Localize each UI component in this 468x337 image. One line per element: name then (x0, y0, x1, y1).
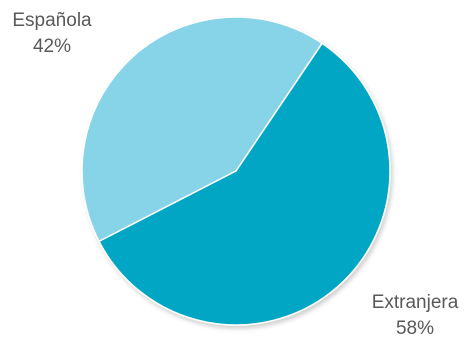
slice-espanola (81, 16, 324, 243)
label-espanola: Española 42% (12, 10, 92, 57)
label-extranjera-name: Extranjera (372, 292, 459, 313)
pie-slices (81, 16, 391, 326)
label-extranjera: Extranjera 58% (372, 292, 459, 337)
slice-extranjera (98, 42, 391, 326)
label-espanola-percent: 42% (33, 36, 71, 57)
label-extranjera-percent: 58% (396, 318, 434, 337)
label-espanola-name: Española (12, 10, 92, 31)
